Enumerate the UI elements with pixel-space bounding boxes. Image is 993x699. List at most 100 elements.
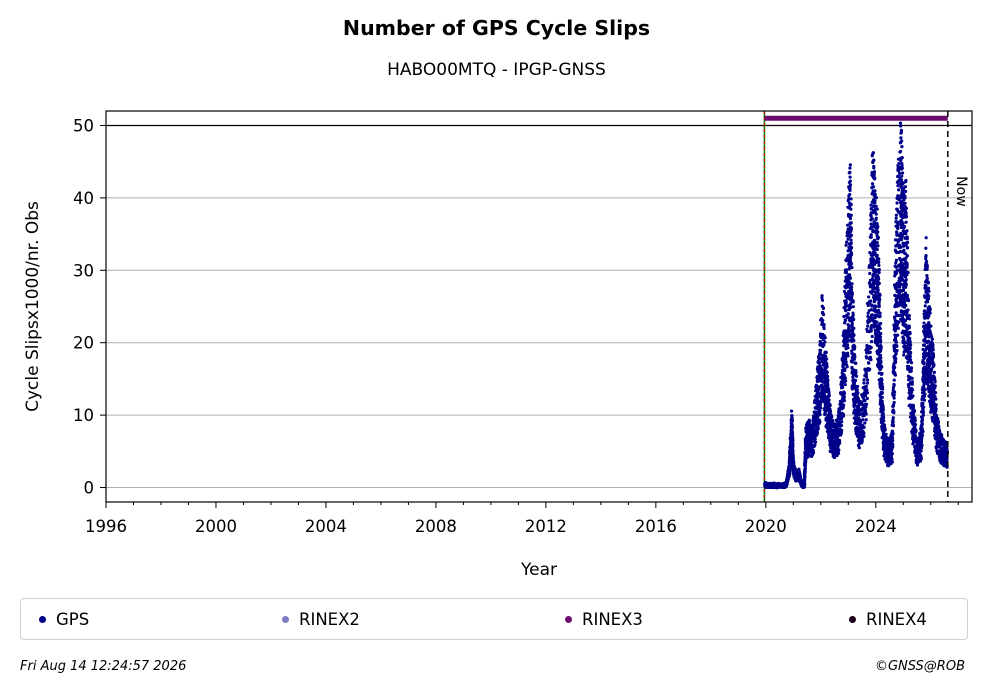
gps-point	[869, 203, 873, 207]
gps-point	[934, 397, 938, 401]
gps-point	[869, 222, 873, 226]
gps-point	[788, 463, 792, 467]
gps-point	[872, 166, 876, 170]
gps-point	[803, 473, 807, 477]
gps-point	[873, 176, 877, 180]
gps-point	[846, 237, 850, 241]
gps-point	[827, 389, 831, 394]
gps-point	[836, 451, 841, 455]
gps-point	[924, 259, 929, 264]
gps-point	[904, 211, 908, 215]
gps-point	[903, 201, 907, 205]
gps-point	[931, 377, 936, 381]
gps-point	[908, 336, 912, 340]
gps-point	[866, 314, 870, 319]
gps-point	[844, 300, 848, 305]
legend-marker-gps	[39, 615, 46, 623]
gps-point	[891, 439, 895, 443]
gps-point	[792, 461, 796, 465]
gps-point	[912, 409, 917, 413]
gps-point	[895, 201, 899, 205]
gps-point	[826, 381, 830, 385]
gps-point	[879, 332, 883, 336]
gps-point	[893, 304, 897, 309]
gps-point	[867, 295, 871, 299]
gps-point	[848, 166, 852, 170]
gps-point	[849, 227, 853, 231]
gps-point	[869, 233, 873, 237]
gps-point	[899, 124, 903, 128]
gps-point	[904, 243, 908, 247]
gps-point	[823, 336, 827, 340]
gps-point	[842, 391, 847, 396]
gps-point	[850, 265, 854, 270]
gps-point	[850, 282, 854, 286]
gps-point	[880, 365, 884, 369]
gps-point	[825, 374, 830, 378]
gps-point	[828, 409, 833, 413]
gps-point	[857, 446, 861, 450]
gps-point	[790, 430, 794, 435]
gps-point	[892, 393, 896, 397]
gps-point	[925, 276, 929, 280]
gps-point	[867, 264, 871, 268]
gps-point	[865, 391, 870, 395]
gps-point	[893, 373, 897, 377]
gps-point	[894, 340, 899, 344]
gps-point	[907, 313, 911, 318]
gps-point	[886, 449, 890, 454]
gps-point	[866, 324, 870, 328]
gps-point	[825, 365, 829, 369]
gps-point	[839, 423, 844, 428]
gps-point	[820, 333, 824, 338]
gps-point	[862, 425, 866, 429]
gps-point	[899, 238, 903, 242]
gps-point	[890, 452, 894, 456]
gps-point	[864, 384, 868, 389]
gps-point	[898, 171, 902, 175]
gps-point	[851, 305, 855, 309]
gps-point	[874, 204, 878, 208]
gps-point	[896, 223, 900, 227]
gps-point	[858, 412, 862, 416]
gps-point	[878, 353, 883, 358]
gps-point	[873, 189, 877, 193]
gps-point	[900, 214, 904, 218]
gps-point	[925, 264, 929, 268]
gps-point	[877, 257, 881, 261]
gps-point	[854, 414, 859, 418]
gps-point	[849, 197, 853, 201]
gps-point	[868, 282, 873, 287]
gps-point	[853, 384, 857, 388]
gps-point	[896, 226, 900, 231]
gps-point	[877, 281, 881, 285]
gps-point	[819, 348, 823, 352]
x-tick-label: 2008	[415, 517, 457, 536]
gps-point	[869, 357, 873, 362]
gps-point	[820, 298, 825, 302]
gps-point	[814, 410, 818, 414]
gps-point	[870, 217, 874, 221]
gps-point	[879, 321, 883, 326]
gps-point	[945, 456, 949, 461]
gps-point	[873, 251, 877, 255]
gps-point	[890, 442, 895, 446]
gps-point	[846, 277, 850, 281]
gps-point	[844, 379, 848, 383]
gps-point	[816, 392, 821, 396]
gps-point	[878, 314, 882, 318]
gps-point	[909, 361, 914, 365]
gps-point	[854, 361, 858, 365]
gps-point	[934, 403, 938, 407]
gps-point	[895, 349, 899, 353]
gps-point	[870, 334, 874, 339]
gps-point	[874, 216, 878, 220]
gps-point	[913, 422, 918, 427]
gps-point	[908, 346, 912, 350]
gps-point	[872, 170, 877, 174]
gps-point	[803, 469, 807, 473]
gps-point	[890, 460, 894, 464]
gps-point	[813, 440, 818, 444]
gps-point	[874, 212, 878, 216]
gps-point	[891, 420, 895, 424]
